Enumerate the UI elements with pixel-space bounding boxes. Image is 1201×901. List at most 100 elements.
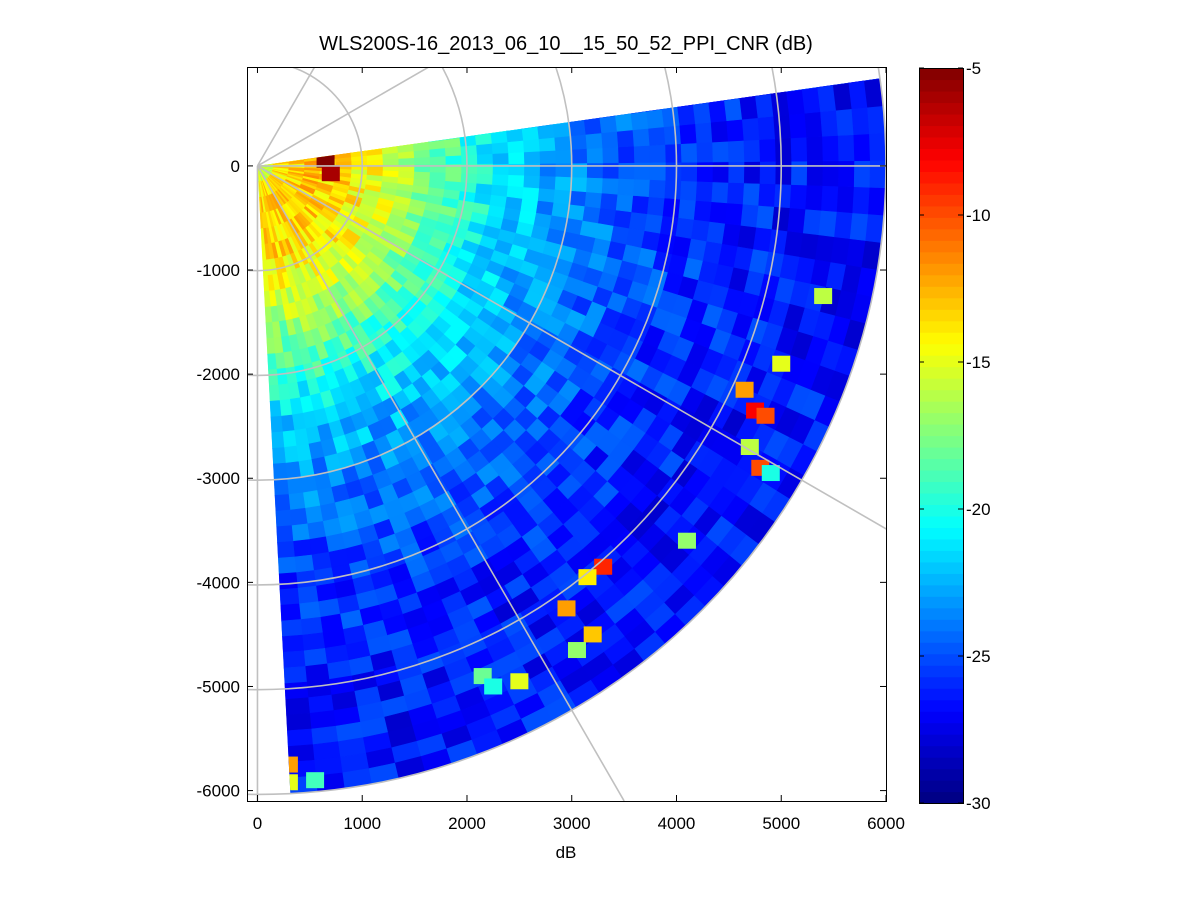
cnr-cell — [506, 185, 525, 199]
cnr-cell — [740, 203, 760, 228]
axis-ticks: 0 1000 2000 3000 4000 5000 6000 0 -1000 -2000 -300… — [197, 67, 905, 833]
cnr-cell — [539, 175, 557, 190]
cnr-cell — [570, 148, 588, 164]
cnr-cell — [599, 115, 618, 134]
cnr-cell — [849, 212, 869, 241]
cnr-cell — [726, 118, 745, 142]
colorbar-segment — [919, 630, 963, 643]
colorbar-segment — [919, 653, 963, 666]
cnr-cell — [539, 149, 557, 164]
colorbar-segment — [919, 159, 963, 172]
cnr-cell — [615, 193, 634, 213]
cnr-cell — [852, 186, 871, 215]
cnr-cell — [615, 113, 634, 132]
cnr-cell — [271, 431, 285, 449]
cnr-cell — [618, 145, 635, 164]
colorbar-segment — [919, 286, 963, 299]
colorbar-segment — [919, 171, 963, 184]
cnr-cell — [632, 127, 651, 147]
cnr-cell — [293, 539, 313, 558]
cnr-cell — [679, 123, 698, 145]
cnr-cell — [582, 205, 601, 224]
cnr-cell — [307, 520, 327, 540]
cnr-cell — [806, 160, 824, 186]
cnr-cell — [271, 447, 287, 465]
colorbar-segment — [919, 401, 963, 414]
cnr-cell — [613, 209, 633, 229]
colorbar-tick-label: -10 — [966, 206, 991, 225]
cnr-cell — [756, 205, 775, 230]
cnr-cell — [280, 603, 302, 622]
cnr-cell — [569, 190, 587, 207]
colorbar-segment — [919, 90, 963, 104]
colorbar-segment — [919, 768, 963, 781]
cnr-cell — [712, 140, 730, 163]
cnr-cell — [834, 211, 854, 240]
cnr-cell — [491, 141, 509, 154]
cnr-cell — [492, 173, 510, 186]
colorbar-segment — [919, 228, 963, 241]
cnr-cell — [276, 540, 296, 559]
colorbar-segment — [919, 791, 963, 804]
colorbar-segment — [919, 68, 963, 81]
cnr-cell — [523, 138, 541, 153]
colorbar-segment — [919, 240, 963, 253]
cnr-cell — [414, 156, 431, 165]
cnr-cell — [709, 201, 728, 224]
cnr-cell — [505, 196, 523, 211]
colorbar-segment — [919, 205, 963, 218]
cnr-cell — [284, 445, 300, 464]
colorbar-segment — [919, 446, 963, 460]
cnr-cell — [836, 185, 855, 214]
cnr-cell — [648, 126, 666, 146]
colorbar-segment — [919, 722, 963, 735]
cnr-cell — [520, 198, 539, 213]
cnr-cell — [595, 222, 615, 242]
cnr-cell — [522, 186, 540, 201]
cnr-cell — [818, 209, 838, 238]
cnr-cell — [277, 556, 297, 575]
cnr-cell — [309, 536, 330, 556]
colorbar-segment — [919, 527, 963, 540]
x-tick-label: 1000 — [343, 814, 381, 833]
cnr-hotspot — [306, 772, 325, 789]
colorbar-segment — [919, 263, 963, 276]
cnr-cell — [790, 136, 808, 162]
cnr-hotspot — [594, 558, 613, 575]
colorbar-segment — [919, 309, 963, 322]
cnr-cell — [821, 185, 839, 212]
colorbar-segment — [919, 596, 963, 609]
cnr-cell — [665, 143, 683, 163]
cnr-cell — [758, 183, 777, 207]
cnr-cell — [789, 184, 808, 210]
cnr-cell — [773, 114, 792, 140]
colorbar-segment — [919, 734, 963, 747]
colorbar-tick-label: -25 — [966, 647, 991, 666]
cnr-cell — [287, 476, 304, 495]
cnr-cell — [460, 172, 478, 184]
cnr-cell — [757, 115, 776, 140]
cnr-cell — [309, 710, 337, 730]
cnr-cell — [476, 173, 494, 185]
colorbar-segment — [919, 780, 963, 793]
cnr-cell — [568, 119, 587, 137]
x-tick-label: 4000 — [658, 814, 696, 833]
cnr-cell — [728, 161, 745, 184]
cnr-cell — [853, 133, 871, 162]
cnr-cell — [278, 572, 299, 590]
colorbar-segment — [919, 561, 963, 574]
colorbar-segment — [919, 757, 963, 770]
cnr-cell — [570, 176, 588, 193]
cnr-cell — [308, 694, 335, 714]
cnr-cell — [413, 171, 431, 180]
cnr-cell — [273, 478, 290, 496]
colorbar-segment — [919, 504, 963, 517]
cnr-cell — [617, 178, 635, 196]
cnr-cell — [276, 525, 294, 543]
colorbar-segment — [919, 688, 963, 701]
colorbar-tick-label: -20 — [966, 500, 991, 519]
cnr-cell — [646, 108, 665, 129]
colorbar-segment — [919, 607, 963, 620]
colorbar-segment — [919, 389, 963, 402]
